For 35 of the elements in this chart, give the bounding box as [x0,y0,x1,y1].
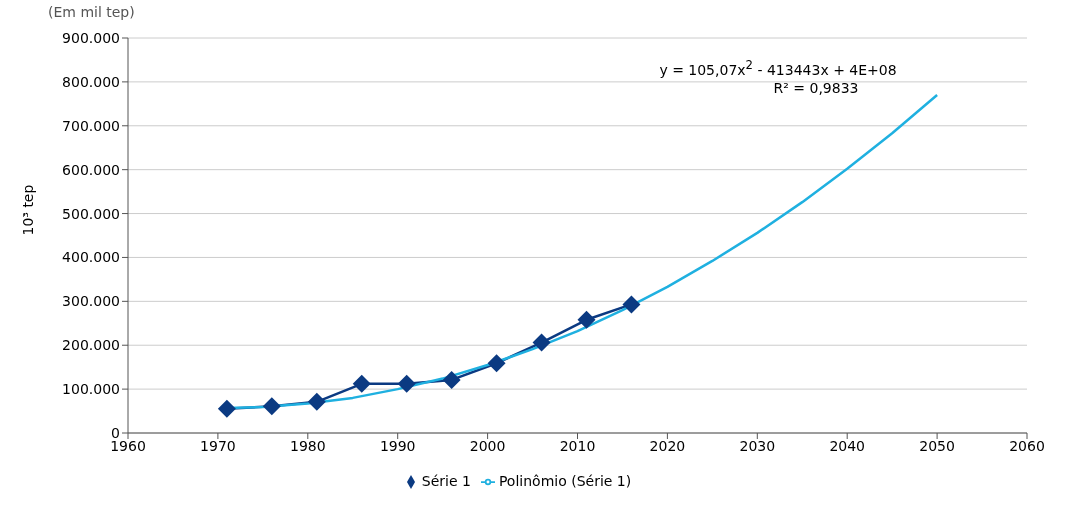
y-tick-label: 200.000 [62,337,120,354]
y-tick-label: 500.000 [62,205,120,222]
y-tick-label: 400.000 [62,249,120,266]
x-tick-label: 1970 [200,437,236,454]
x-tick-label: 2000 [469,437,506,454]
x-tick-label: 2020 [649,437,686,454]
point [307,392,326,411]
y-tick-label: 800.000 [62,73,120,90]
y-tick-label: 900.000 [62,29,120,46]
legend-label: Série 1 [421,473,471,489]
y-tick-label: 600.000 [62,161,120,178]
x-tick-label: 2060 [1009,437,1045,454]
point [262,397,281,416]
x-tick-label: 1990 [379,437,416,454]
point [577,310,596,329]
legend-label: Polinômio (Série 1) [498,473,632,489]
x-tick-label: 1980 [289,437,326,454]
y-tick-label: 100.000 [62,381,120,398]
x-tick-label: 2030 [739,437,776,454]
point [217,399,236,418]
point [532,333,551,352]
point [397,374,416,393]
x-tick-label: 2040 [829,437,866,454]
y-axis-title: 10³ tep [19,184,36,236]
y-tick-label: 300.000 [62,293,120,310]
x-tick-label: 2010 [559,437,596,454]
annotation: R² = 0,9833 [773,80,859,96]
point [442,370,461,389]
y-tick-label: 700.000 [62,117,120,134]
point [487,354,506,373]
x-tick-label: 2050 [919,437,955,454]
point [622,295,641,314]
annotation: y = 105,07x$^{2}$ - 413443x + 4E+08 [659,58,897,78]
point [352,374,371,393]
chart-subtitle: (Em mil tep) [48,4,135,20]
